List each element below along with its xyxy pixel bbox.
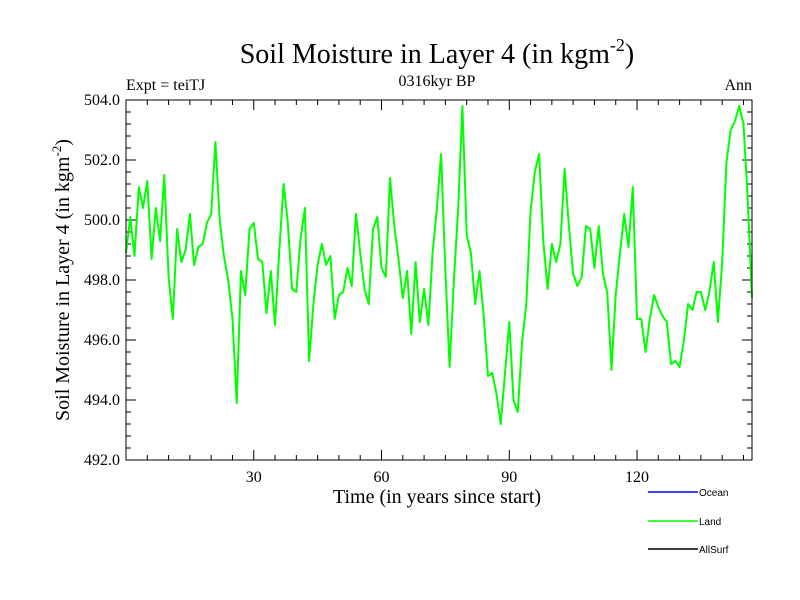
x-tick-label-90: 90 xyxy=(501,469,517,486)
y-tick-label-496: 496.0 xyxy=(84,332,120,349)
y-tick-label-498: 498.0 xyxy=(84,272,120,289)
y-axis-label-superscript: -2 xyxy=(49,146,64,157)
subtitle-period: 0316kyr BP xyxy=(399,73,476,90)
axis-ticks xyxy=(126,99,752,461)
subtitle-season: Ann xyxy=(724,77,752,94)
x-axis-label: Time (in years since start) xyxy=(333,486,541,508)
y-tick-label-500: 500.0 xyxy=(84,212,120,229)
chart-title-close: ) xyxy=(625,39,634,70)
x-tick-label-120: 120 xyxy=(625,469,649,486)
legend: Ocean Land AllSurf xyxy=(648,488,729,556)
plot-frame xyxy=(125,99,753,461)
axis-tick-labels: 30 60 90 120 492.0 494.0 496.0 498.0 500.0 502.0 5… xyxy=(84,92,649,486)
chart-title: Soil Moisture in Layer 4 (in kgm-2) xyxy=(240,35,635,70)
y-tick-label-494: 494.0 xyxy=(84,392,120,409)
legend-label-ocean: Ocean xyxy=(699,488,728,499)
chart-title-main: Soil Moisture in Layer 4 (in kgm xyxy=(240,39,610,70)
y-tick-label-502: 502.0 xyxy=(84,152,120,169)
x-tick-label-60: 60 xyxy=(374,469,390,486)
series-group xyxy=(125,105,753,425)
y-axis-label-main: Soil Moisture in Layer 4 (in kgm xyxy=(52,156,74,421)
legend-label-land: Land xyxy=(699,517,721,528)
y-axis-label: Soil Moisture in Layer 4 (in kgm-2) xyxy=(49,139,74,421)
y-axis-label-close: ) xyxy=(52,139,74,146)
legend-label-allsurf: AllSurf xyxy=(699,545,729,556)
y-tick-label-492: 492.0 xyxy=(84,452,120,469)
chart-title-superscript: -2 xyxy=(610,35,625,55)
subtitle-experiment: Expt = teiTJ xyxy=(126,77,205,94)
series-line-land xyxy=(125,105,753,425)
y-tick-label-504: 504.0 xyxy=(84,92,120,109)
x-tick-label-30: 30 xyxy=(246,469,262,486)
